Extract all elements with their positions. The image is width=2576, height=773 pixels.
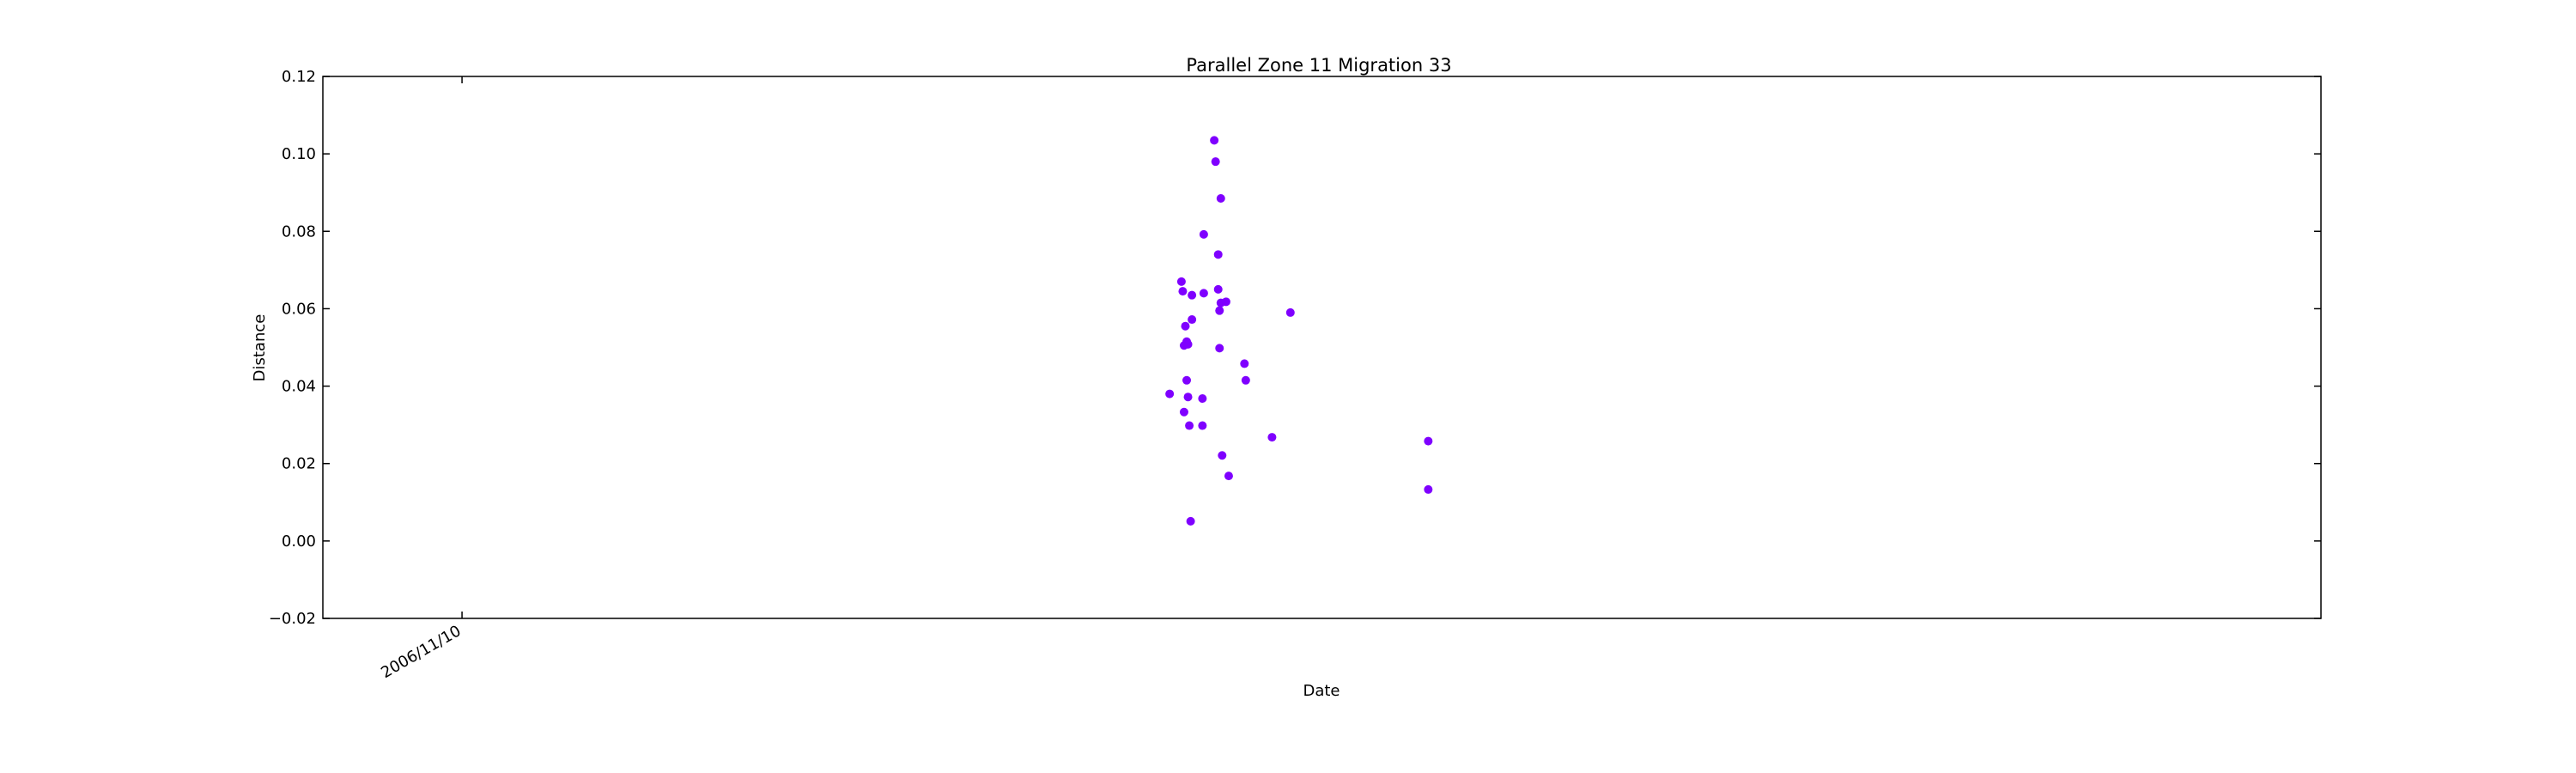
data-points xyxy=(1165,136,1433,526)
data-point xyxy=(1211,157,1220,167)
y-tick-label: −0.02 xyxy=(269,610,316,628)
data-point xyxy=(1165,389,1175,399)
data-point xyxy=(1215,306,1224,315)
plot-frame xyxy=(322,76,2322,619)
data-point xyxy=(1267,433,1277,442)
y-tick-label: 0.10 xyxy=(282,145,316,163)
data-point xyxy=(1198,421,1207,430)
data-point xyxy=(1188,290,1197,300)
data-point xyxy=(1285,307,1295,317)
data-point xyxy=(1216,193,1225,203)
y-tick-label: 0.08 xyxy=(282,222,316,240)
data-point xyxy=(1176,277,1186,286)
data-point xyxy=(1186,516,1195,526)
data-point xyxy=(1182,375,1192,385)
data-point xyxy=(1183,339,1193,349)
data-point xyxy=(1221,297,1230,307)
data-point xyxy=(1183,393,1193,402)
data-point xyxy=(1188,315,1197,325)
data-point xyxy=(1224,472,1233,481)
data-point xyxy=(1424,484,1433,494)
data-point xyxy=(1213,250,1223,259)
data-point xyxy=(1213,284,1223,294)
data-point xyxy=(1240,359,1249,368)
data-point xyxy=(1179,407,1188,417)
y-tick-label: 0.00 xyxy=(282,533,316,551)
data-point xyxy=(1198,393,1207,403)
x-axis: 2006/11/10 xyxy=(378,76,465,682)
x-axis-label: Date xyxy=(1303,682,1340,700)
y-tick-label: 0.02 xyxy=(282,455,316,473)
x-tick-label: 2006/11/10 xyxy=(378,622,464,682)
y-axis: −0.02 0.00 0.02 0.04 0.06 0.08 0.10 0.12 xyxy=(269,68,2321,628)
data-point xyxy=(1181,321,1190,331)
data-point xyxy=(1199,289,1208,298)
chart-title: Parallel Zone 11 Migration 33 xyxy=(1186,55,1451,76)
data-point xyxy=(1218,451,1227,460)
data-point xyxy=(1210,136,1219,145)
plot-area: −0.02 0.00 0.02 0.04 0.06 0.08 0.10 0.12 2006/1… xyxy=(269,68,2322,682)
data-point xyxy=(1199,229,1208,239)
data-point xyxy=(1215,344,1224,353)
y-tick-label: 0.04 xyxy=(282,378,316,396)
y-tick-label: 0.06 xyxy=(282,300,316,318)
data-point xyxy=(1241,375,1250,385)
data-point xyxy=(1424,436,1433,446)
y-tick-label: 0.12 xyxy=(282,68,316,86)
data-point xyxy=(1178,287,1188,296)
data-point xyxy=(1185,421,1194,430)
y-axis-label: Distance xyxy=(251,314,269,382)
